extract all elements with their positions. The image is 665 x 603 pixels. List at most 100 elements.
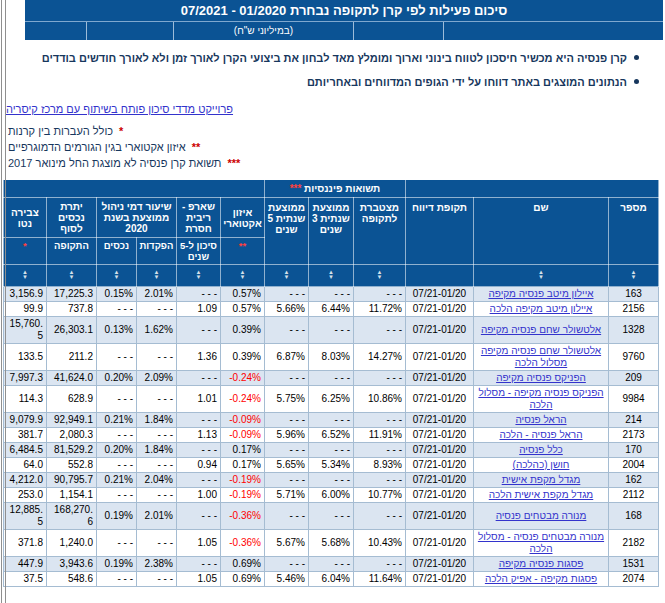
sort-button-number[interactable]: ▲▼ [609, 265, 659, 287]
fund-link[interactable]: פסגות מקיפה - אפיק הלכה [485, 573, 597, 584]
table-row: 163איילון מיטב פנסיה מקיפה07/21-01/20- -… [3, 287, 658, 302]
fund-link[interactable]: כלל פנסיה [519, 444, 563, 455]
cell-y5: 5.75% [264, 386, 308, 413]
cell-act: -0.36% [220, 503, 264, 530]
fund-link[interactable]: מגדל מקפת אישית הלכה [489, 489, 593, 500]
page: סיכום פעילות לפי קרן לתקופה נבחרת 01/202… [0, 0, 665, 587]
sort-button-fee-assets[interactable]: ▲▼ [96, 265, 136, 287]
cell-y3: 6.52% [308, 428, 353, 443]
cell-name: איילון מיטב מקיפה הלכה [474, 302, 609, 317]
table-row: 1328אלטשולר שחם פנסיה מקיפה07/21-01/20- … [3, 317, 658, 344]
cell-act: 0.17% [220, 458, 264, 473]
note-text: קרן פנסיה היא מכשיר חיסכון לטווח בינוני … [42, 51, 627, 65]
cell-sharpe: 0.94 [176, 458, 220, 473]
fund-link[interactable]: אלטשולר שחם פנסיה מקיפה מסלול הלכה [481, 345, 601, 368]
fund-link[interactable]: איילון מיטב פנסיה מקיפה [488, 288, 593, 299]
cell-assets: 628.9 [46, 386, 96, 413]
col-header-net: צבירה נטו [3, 198, 46, 238]
cell-sharpe: - - - [176, 287, 220, 302]
cell-cum: 8.93% [353, 458, 405, 473]
table-row: 2182מנורה מבטחים פנסיה - מסלול הלכה07/21… [3, 530, 658, 557]
table-row: 9760אלטשולר שחם פנסיה מקיפה מסלול הלכה07… [3, 344, 658, 371]
cell-fdep: 1.62% [136, 317, 176, 344]
cell-y3: - - - [308, 557, 353, 572]
sort-icon: ▲▼ [631, 270, 637, 280]
cell-sharpe: - - - [176, 317, 220, 344]
footnote-text: איזון אקטוארי בגין הגורמים הדמוגרפיים [8, 141, 186, 153]
sort-button-name[interactable]: ▲▼ [474, 265, 609, 287]
sort-button-actuarial[interactable]: ▲▼ [220, 265, 264, 287]
sort-button-net[interactable]: ▲▼ [3, 265, 46, 287]
cell-fast: 0.19% [96, 503, 136, 530]
fund-link[interactable]: הראל פנסיה - הלכה [499, 429, 582, 440]
net-mark: * [3, 238, 46, 265]
sort-icon: ▲▼ [283, 270, 289, 280]
cell-fast: 0.21% [96, 473, 136, 488]
cell-cum: - - - [353, 413, 405, 428]
col-header-assets: יתרת נכסים לסוף [46, 198, 96, 238]
cell-y5: 5.66% [264, 302, 308, 317]
group-spacer [3, 180, 264, 198]
cell-fdep: - - - [136, 428, 176, 443]
cell-sharpe: 1.00 [176, 488, 220, 503]
cell-fast: 0.13% [96, 317, 136, 344]
subtitle-row: (במיליוני ש"ח) [25, 22, 663, 40]
cell-y5: 5.71% [264, 488, 308, 503]
cell-num: 2156 [609, 302, 659, 317]
fund-link[interactable]: אלטשולר שחם פנסיה מקיפה [481, 324, 601, 335]
cell-net: 447.9 [3, 557, 46, 572]
cell-act: -0.24% [220, 371, 264, 386]
sort-icon: ▲▼ [22, 270, 28, 280]
cell-sharpe: 1.09 [176, 302, 220, 317]
cell-name: הראל פנסיה - הלכה [474, 428, 609, 443]
cell-sharpe: - - - [176, 473, 220, 488]
cell-sharpe: 1.36 [176, 344, 220, 371]
cell-y3: 5.34% [308, 458, 353, 473]
sort-button-cumulative[interactable]: ▲▼ [353, 265, 405, 287]
cell-net: 64.0 [3, 458, 46, 473]
cell-name: פסגות מקיפה - אפיק הלכה [474, 572, 609, 587]
table-header: תשואות פיננסיות *** מספר שם תקופת דיווח … [3, 180, 658, 287]
cell-name: פסגות פנסיה מקיפה [474, 557, 609, 572]
fund-link[interactable]: מנורה מבטחים פנסיה [496, 510, 587, 521]
fund-link[interactable]: הפניקס פנסיה מקיפה - מסלול הלכה [478, 387, 603, 410]
fund-link[interactable]: מגדל מקפת אישית [502, 474, 581, 485]
table-row: 214הראל פנסיה07/21-01/20- - -- - -- - --… [3, 413, 658, 428]
sort-button-avg3[interactable]: ▲▼ [308, 265, 353, 287]
cell-act: 0.17% [220, 443, 264, 458]
fund-link[interactable]: מנורה מבטחים פנסיה - מסלול הלכה [478, 531, 604, 554]
cell-num: 209 [609, 371, 659, 386]
returns-group-label: תשואות פיננסיות [304, 183, 380, 194]
list-item: הנתונים המוצגים באתר דווחו על ידי הגופים… [0, 75, 639, 89]
sort-button-fee-deposits[interactable]: ▲▼ [136, 265, 176, 287]
col-header-name: שם [474, 198, 609, 265]
cell-cum: - - - [353, 287, 405, 302]
cell-act: 0.39% [220, 344, 264, 371]
fund-link[interactable]: חושן (כהלכה) [513, 459, 570, 470]
cell-period: 07/21-01/20 [405, 302, 473, 317]
risk-project-link[interactable]: פרוייקט מדדי סיכון פותח בשיתוף עם מרכז ק… [6, 103, 233, 115]
cell-y5: 5.96% [264, 428, 308, 443]
cell-period: 07/21-01/20 [405, 371, 473, 386]
cell-cum: 14.27% [353, 344, 405, 371]
fund-link[interactable]: פסגות פנסיה מקיפה [499, 558, 584, 569]
cell-num: 2182 [609, 530, 659, 557]
cell-fast: 0.19% [96, 557, 136, 572]
cell-y3: - - - [308, 371, 353, 386]
cell-num: 1328 [609, 317, 659, 344]
cell-name: אלטשולר שחם פנסיה מקיפה מסלול הלכה [474, 344, 609, 371]
sort-button-avg5[interactable]: ▲▼ [264, 265, 308, 287]
units-label: (במיליוני ש"ח) [173, 22, 353, 40]
cell-net: 37.5 [3, 572, 46, 587]
sort-button-assets[interactable]: ▲▼ [46, 265, 96, 287]
fund-link[interactable]: איילון מיטב מקיפה הלכה [490, 303, 593, 314]
cell-cum: 11.91% [353, 428, 405, 443]
cell-fdep: - - - [136, 458, 176, 473]
fund-link[interactable]: הפניקס פנסיה מקיפה [496, 372, 586, 383]
cell-y3: 6.44% [308, 302, 353, 317]
cell-fast: 0.20% [96, 371, 136, 386]
cell-name: הראל פנסיה [474, 413, 609, 428]
cell-fdep: 2.38% [136, 557, 176, 572]
sort-button-sharpe[interactable]: ▲▼ [176, 265, 220, 287]
fund-link[interactable]: הראל פנסיה [515, 414, 566, 425]
